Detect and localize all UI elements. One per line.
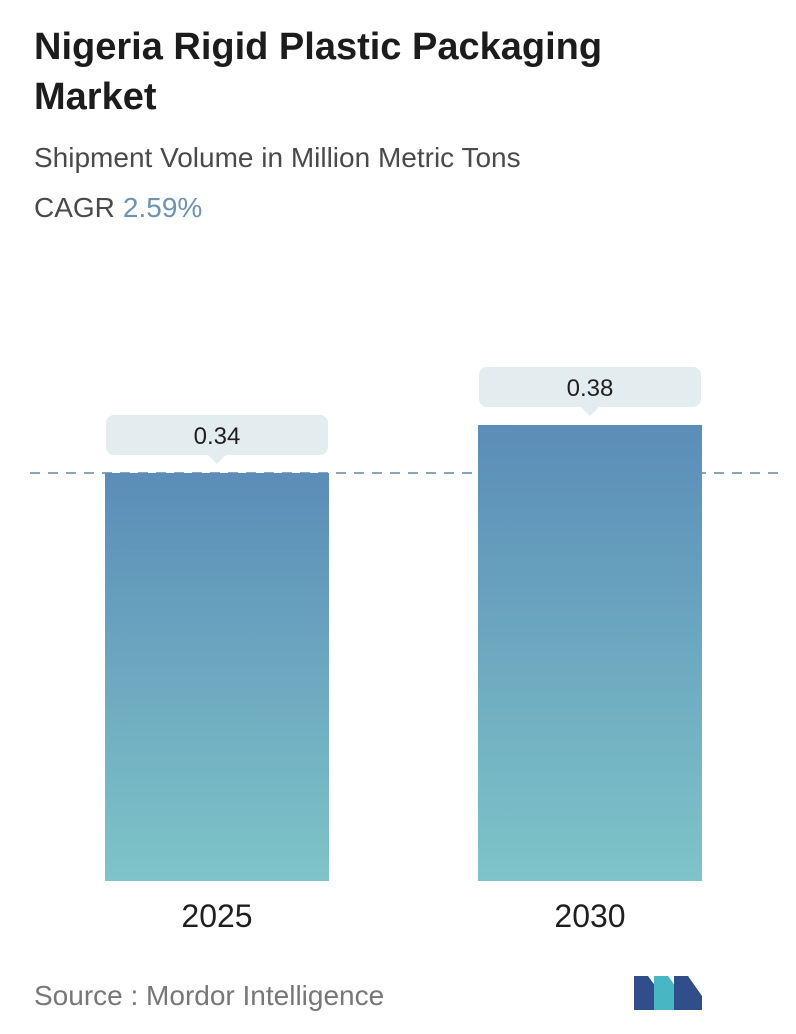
- chart-title: Nigeria Rigid Plastic Packaging Market: [34, 26, 603, 118]
- cagr-value: 2.59%: [122, 192, 203, 223]
- mordor-intelligence-logo-icon: [634, 976, 702, 1010]
- value-label-box: [479, 367, 701, 407]
- cagr-line: CAGR 2.59%: [34, 190, 202, 226]
- category-label: 2030: [554, 898, 625, 934]
- bar-chart: 0.34 2025 0.38 2030: [30, 367, 782, 934]
- source-note: Source : Mordor Intelligence: [34, 980, 385, 1011]
- value-label-pointer: [208, 455, 226, 464]
- data-label: 0.38: [567, 375, 614, 402]
- category-label: 2025: [181, 898, 252, 934]
- chart-subtitle: Shipment Volume in Million Metric Tons: [34, 142, 521, 173]
- data-label: 0.34: [194, 423, 241, 450]
- bar-2025: [105, 473, 329, 881]
- cagr-label: CAGR: [34, 192, 115, 223]
- value-label-box: [106, 415, 328, 455]
- bar-2030: [478, 425, 702, 881]
- bars-layer: 0.34 2025 0.38 2030: [105, 367, 702, 934]
- value-label-pointer: [581, 407, 599, 416]
